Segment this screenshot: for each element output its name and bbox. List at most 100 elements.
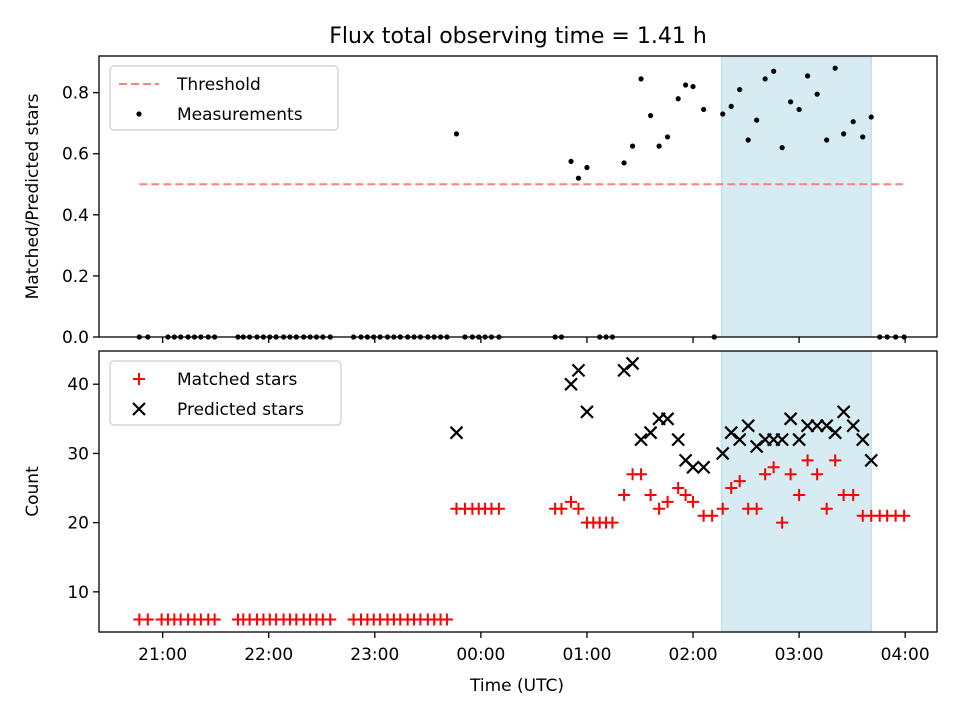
legend-box [109, 360, 342, 426]
matched-star-point [767, 461, 780, 474]
y-axis-label: Count [23, 466, 43, 517]
measurement-point [824, 137, 830, 143]
matched-star-point [759, 468, 772, 481]
x-axis-label: Time (UTC) [469, 676, 564, 696]
measurement-point [647, 112, 654, 119]
predicted-star-point [660, 412, 675, 426]
predicted-star-point [732, 432, 747, 447]
matched-star-point [635, 468, 648, 481]
matched-star-point [141, 613, 154, 626]
measurement-point [788, 99, 794, 105]
y-tick-label: 0.0 [62, 328, 89, 348]
series-measurements [136, 65, 907, 340]
measurement-point [584, 164, 590, 171]
predicted-star-point [580, 405, 594, 419]
predicted-star-point [724, 425, 738, 440]
x-tick-label: 00:00 [456, 645, 505, 665]
measurement-point [690, 83, 696, 90]
measurement-point [638, 76, 644, 82]
measurement-point [701, 106, 707, 113]
y-tick-label: 40 [67, 375, 89, 395]
measurement-point [629, 143, 636, 149]
matched-star-point [606, 516, 619, 529]
predicted-star-point [715, 446, 730, 461]
measurement-point [841, 131, 847, 137]
measurement-point [754, 117, 760, 123]
y-tick-label: 10 [67, 583, 89, 603]
axes-frame [98, 350, 938, 633]
legend-label: Matched stars [177, 370, 297, 390]
measurement-point [728, 103, 734, 109]
measurement-point [745, 137, 751, 143]
matched-star-point [555, 502, 568, 515]
matched-star-point [618, 488, 631, 501]
y-tick-label: 0.6 [62, 145, 89, 165]
measurement-point [804, 73, 811, 79]
y-tick-label: 0.2 [62, 267, 89, 287]
measurement-point [814, 91, 820, 97]
x-tick-label: 04:00 [881, 645, 930, 665]
matched-star-point [716, 502, 729, 515]
shaded-span [721, 350, 872, 633]
matched-star-point [820, 502, 833, 515]
axes-frame [98, 55, 938, 338]
predicted-star-point [828, 425, 842, 440]
matched-star-point [661, 495, 674, 508]
legend: Matched stars Predicted stars [109, 360, 342, 426]
series-predicted-stars [449, 356, 879, 475]
measurement-point [575, 175, 582, 181]
predicted-star-point [783, 412, 798, 426]
legend-box [109, 65, 339, 131]
measurement-point [762, 76, 768, 82]
chart-title: Flux total observing time = 1.41 h [329, 24, 707, 49]
legend-label: Threshold [176, 75, 261, 95]
legend: Threshold Measurements [109, 65, 339, 131]
predicted-star-point [775, 432, 789, 447]
legend-label: Measurements [177, 105, 303, 125]
x-tick-label: 22:00 [244, 645, 293, 665]
x-tick-label: 02:00 [669, 645, 718, 665]
predicted-star-point [855, 432, 870, 447]
legend-matched-swatch [133, 373, 145, 385]
matched-star-point [644, 488, 657, 501]
matched-star-point [725, 482, 738, 495]
matched-star-point [653, 502, 666, 515]
x-tick-label: 23:00 [350, 645, 399, 665]
matched-star-point [572, 502, 585, 515]
matched-star-point [793, 488, 806, 501]
predicted-star-point [634, 432, 648, 447]
bottom-panel: 10 20 30 40 21:00 22:00 23:00 00:00 01:00 02:00 03… [23, 350, 938, 696]
y-tick-label: 20 [67, 514, 89, 534]
matched-star-point [492, 502, 505, 515]
matched-star-point [829, 454, 842, 467]
measurement-point [720, 111, 726, 117]
predicted-star-point [671, 432, 685, 447]
measurement-point [621, 160, 627, 166]
measurement-point [868, 114, 874, 120]
measurement-point [796, 106, 802, 113]
measurement-point [860, 134, 866, 140]
matched-star-point [208, 613, 221, 626]
matched-star-point [679, 488, 692, 501]
matched-star-point [784, 468, 797, 481]
matched-star-point [847, 488, 860, 501]
matched-star-point [801, 454, 814, 467]
x-tick-label: 01:00 [562, 645, 611, 665]
measurement-point [779, 145, 785, 151]
predicted-star-point [617, 363, 631, 378]
measurement-point [737, 86, 743, 93]
matched-star-point [706, 509, 719, 522]
matched-star-point [687, 495, 700, 508]
matched-star-point [565, 495, 578, 508]
measurement-point [664, 134, 671, 140]
y-tick-label: 0.8 [62, 84, 89, 104]
measurement-point [675, 96, 681, 102]
legend-label: Predicted stars [177, 400, 304, 420]
matched-star-point [733, 475, 746, 488]
matched-star-point [776, 516, 789, 529]
measurement-point [832, 65, 838, 71]
legend-predicted-swatch [132, 402, 146, 416]
predicted-star-point [696, 460, 711, 475]
x-tick-label: 21:00 [138, 645, 187, 665]
series-matched-stars [133, 454, 911, 626]
